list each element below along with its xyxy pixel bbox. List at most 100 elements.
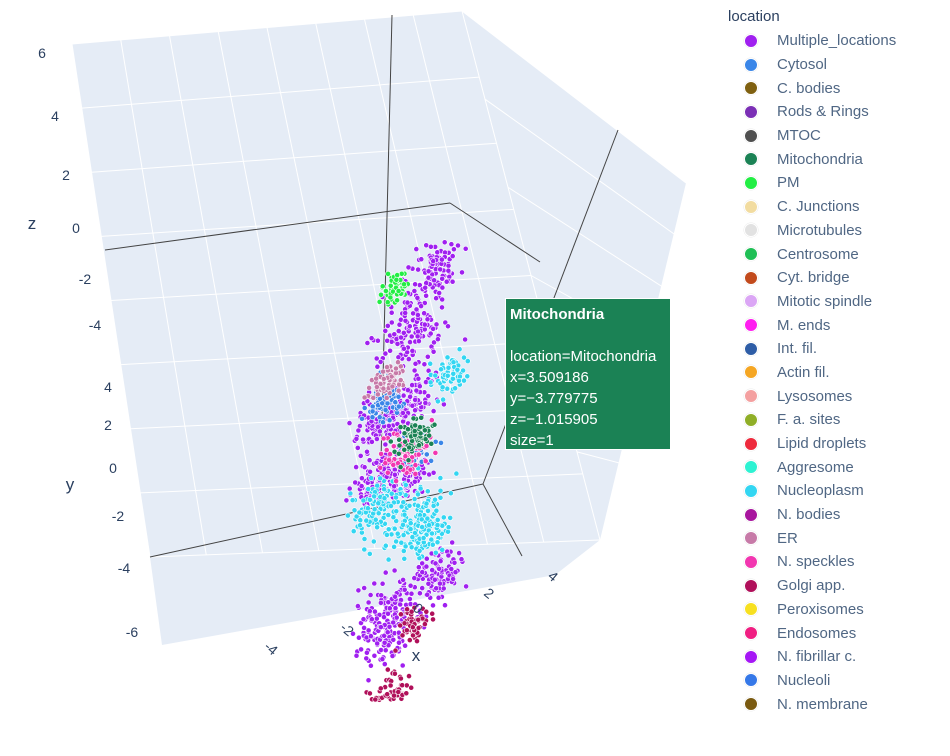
data-point[interactable] (377, 475, 384, 482)
data-point[interactable] (374, 363, 381, 370)
data-point[interactable] (393, 538, 399, 545)
data-point[interactable] (409, 347, 416, 354)
data-point[interactable] (396, 639, 402, 646)
data-point[interactable] (411, 496, 418, 502)
data-point[interactable] (374, 482, 381, 489)
data-point[interactable] (377, 600, 384, 606)
data-point[interactable] (392, 593, 398, 600)
data-point[interactable] (430, 616, 436, 623)
data-point[interactable] (373, 384, 380, 390)
legend-item[interactable]: Multiple_locations (728, 29, 943, 53)
data-point[interactable] (412, 462, 419, 468)
data-point[interactable] (407, 582, 414, 589)
data-point[interactable] (422, 284, 429, 291)
data-point[interactable] (415, 616, 422, 623)
data-point[interactable] (434, 522, 441, 528)
data-point[interactable] (419, 524, 425, 530)
data-point[interactable] (416, 590, 423, 597)
data-point[interactable] (438, 256, 445, 263)
data-point[interactable] (402, 438, 408, 445)
data-point[interactable] (430, 502, 437, 509)
data-point[interactable] (383, 532, 390, 538)
data-point[interactable] (384, 400, 391, 407)
data-point[interactable] (400, 577, 406, 583)
data-point[interactable] (395, 387, 402, 394)
data-point[interactable] (438, 439, 444, 446)
data-point[interactable] (391, 525, 398, 532)
data-point[interactable] (432, 496, 438, 503)
data-point[interactable] (429, 567, 436, 573)
data-point[interactable] (404, 299, 411, 306)
data-point[interactable] (390, 619, 397, 626)
data-point[interactable] (358, 475, 365, 482)
data-point[interactable] (414, 312, 421, 318)
data-point[interactable] (415, 328, 421, 335)
data-point[interactable] (385, 422, 392, 429)
data-point[interactable] (380, 385, 387, 392)
data-point[interactable] (353, 513, 360, 520)
data-point[interactable] (392, 605, 399, 611)
data-point[interactable] (380, 375, 387, 382)
data-point[interactable] (464, 358, 471, 364)
data-point[interactable] (374, 640, 381, 647)
data-point[interactable] (394, 272, 401, 278)
data-point[interactable] (354, 444, 361, 451)
data-point[interactable] (400, 548, 407, 554)
data-point[interactable] (422, 436, 429, 443)
data-point[interactable] (354, 603, 361, 609)
data-point[interactable] (436, 580, 443, 587)
data-point[interactable] (366, 690, 373, 697)
data-point[interactable] (447, 490, 454, 497)
data-point[interactable] (398, 539, 405, 546)
data-point[interactable] (393, 518, 400, 524)
data-point[interactable] (391, 331, 398, 338)
data-point[interactable] (413, 246, 420, 252)
data-point[interactable] (417, 424, 423, 430)
data-point[interactable] (370, 394, 377, 401)
legend-item[interactable]: Rods & Rings (728, 100, 943, 124)
data-point[interactable] (360, 436, 366, 443)
data-point[interactable] (429, 541, 436, 548)
data-point[interactable] (412, 530, 418, 536)
data-point[interactable] (405, 356, 412, 362)
data-point[interactable] (429, 530, 435, 537)
data-point[interactable] (438, 366, 444, 373)
data-point[interactable] (407, 520, 414, 527)
data-point[interactable] (421, 326, 428, 333)
data-point[interactable] (445, 262, 452, 269)
legend-item[interactable]: C. bodies (728, 76, 943, 100)
data-point[interactable] (433, 321, 440, 328)
legend-item[interactable]: Int. fil. (728, 337, 943, 361)
data-point[interactable] (437, 487, 444, 494)
data-point[interactable] (396, 321, 403, 328)
data-point[interactable] (383, 447, 390, 453)
data-point[interactable] (373, 615, 380, 622)
legend-item[interactable]: N. bodies (728, 503, 943, 527)
data-point[interactable] (391, 692, 397, 699)
data-point[interactable] (402, 453, 409, 460)
data-point[interactable] (379, 656, 386, 662)
data-point[interactable] (437, 494, 444, 501)
data-point[interactable] (364, 448, 370, 455)
data-point[interactable] (373, 459, 380, 466)
data-point[interactable] (445, 552, 452, 559)
data-point[interactable] (420, 535, 427, 541)
data-point[interactable] (408, 590, 415, 597)
data-point[interactable] (418, 303, 424, 309)
data-point[interactable] (377, 685, 384, 692)
data-point[interactable] (421, 470, 427, 476)
data-point[interactable] (423, 555, 430, 562)
data-point[interactable] (432, 560, 439, 567)
data-point[interactable] (385, 526, 392, 533)
data-point[interactable] (386, 623, 393, 630)
data-point[interactable] (428, 417, 435, 423)
data-point[interactable] (384, 666, 391, 673)
data-point[interactable] (393, 508, 400, 515)
data-point[interactable] (412, 407, 418, 414)
data-point[interactable] (430, 469, 437, 476)
data-point[interactable] (430, 602, 436, 609)
legend-item[interactable]: C. Junctions (728, 195, 943, 219)
data-point[interactable] (371, 580, 378, 587)
data-point[interactable] (462, 245, 469, 252)
